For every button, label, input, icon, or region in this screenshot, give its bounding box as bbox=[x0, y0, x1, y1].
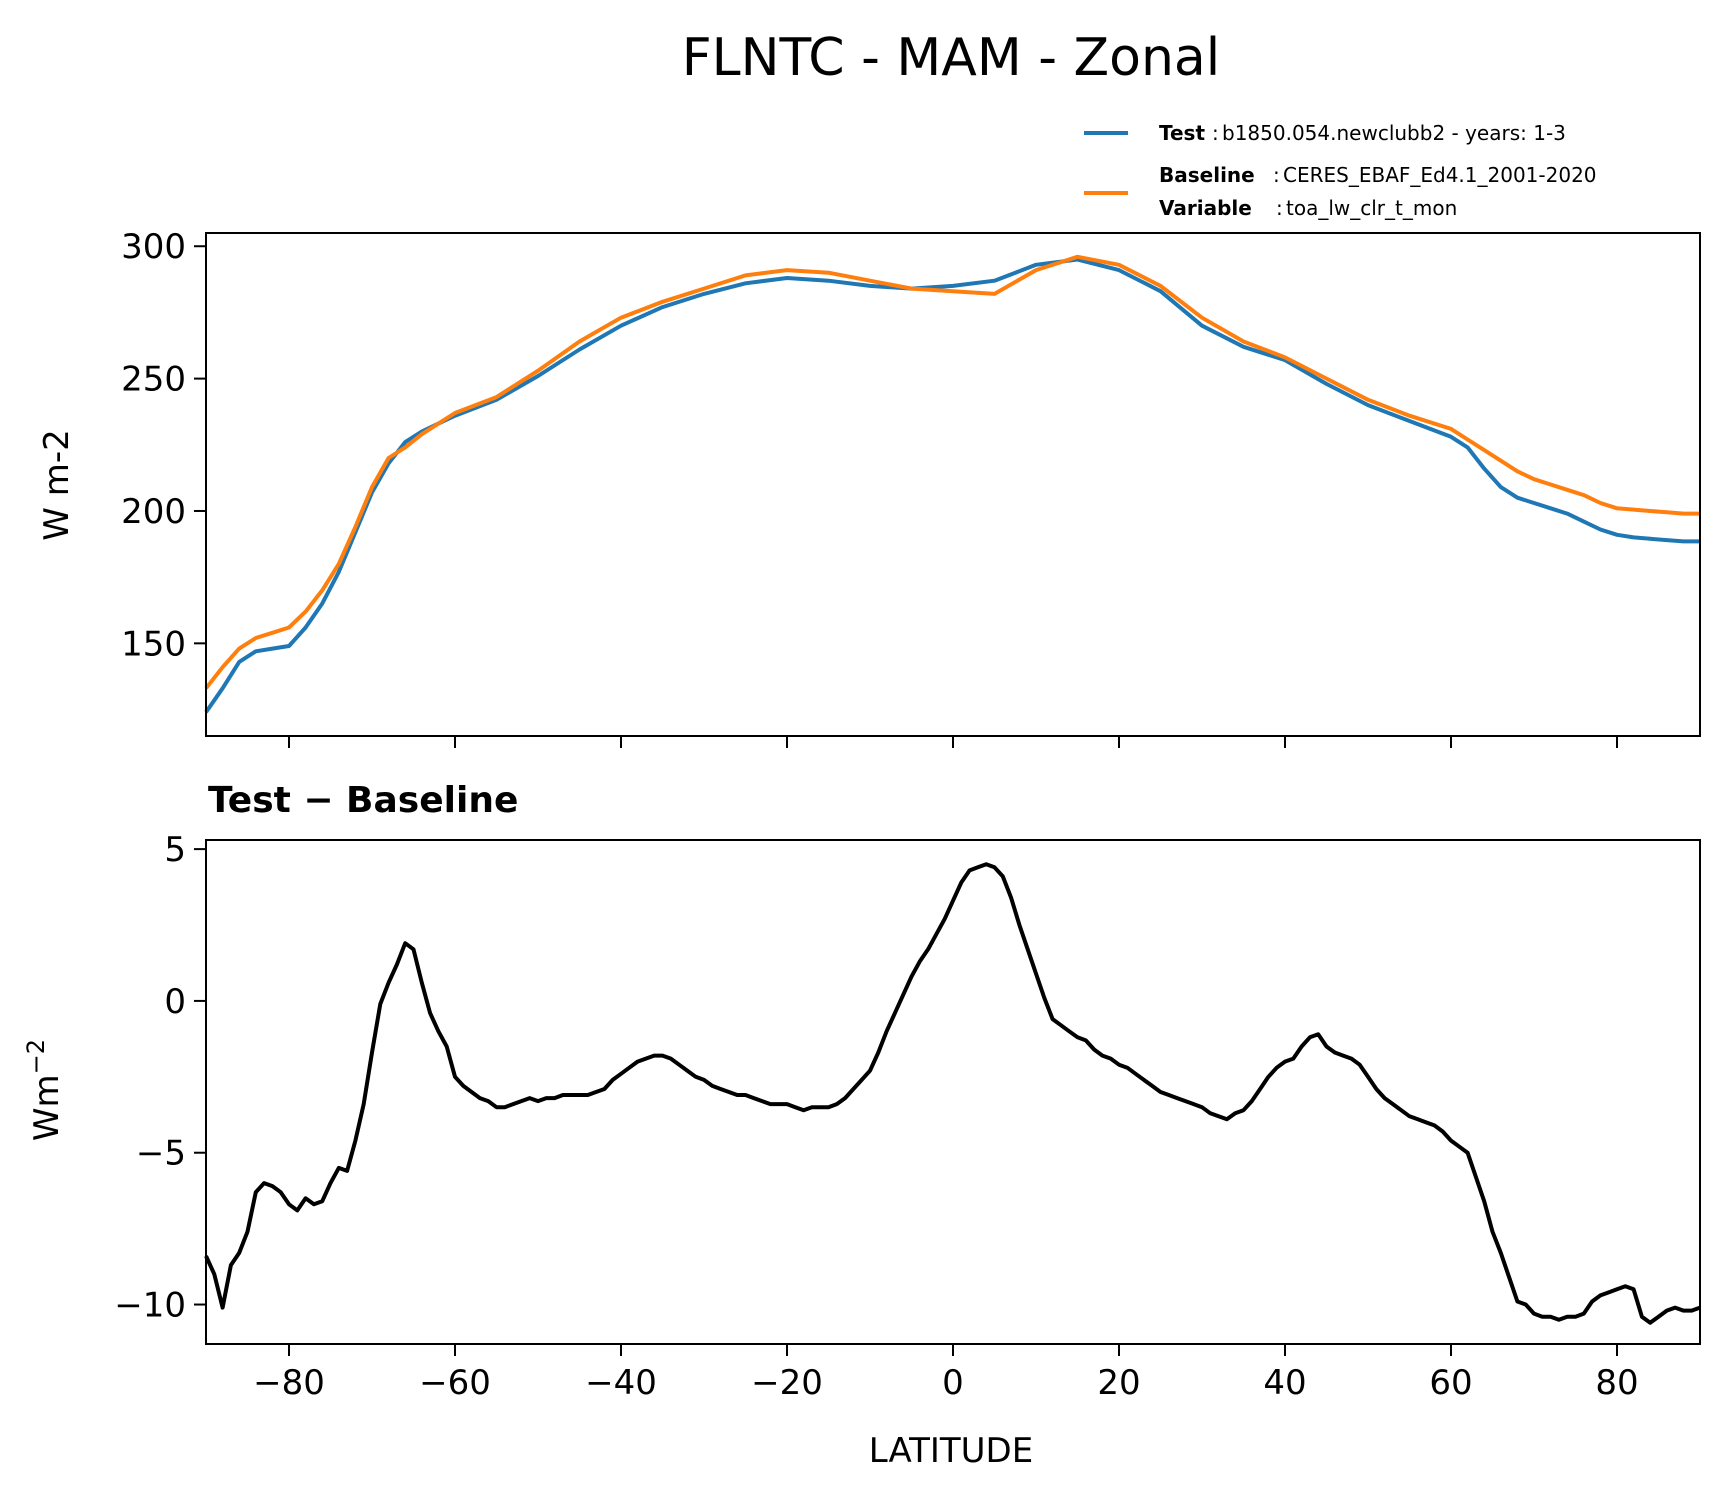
top-y-ticks: 150 200 250 300 bbox=[121, 227, 206, 664]
top-y-axis-label: W m-2 bbox=[37, 429, 77, 540]
x-tick-label: 80 bbox=[1595, 1363, 1638, 1403]
legend: Test : b1850.054.newclubb2 - years: 1-3 … bbox=[1084, 121, 1597, 220]
bottom-panel-title: Test − Baseline bbox=[208, 780, 518, 821]
legend-baseline-sep: : bbox=[1273, 163, 1280, 187]
x-tick-label: −20 bbox=[751, 1363, 823, 1403]
y-tick-label: 250 bbox=[121, 360, 186, 400]
top-x-ticks bbox=[288, 736, 1618, 748]
series-line-baseline bbox=[204, 254, 1700, 690]
bottom-y-axis-label-sup: −2 bbox=[22, 1039, 50, 1074]
y-tick-label: −5 bbox=[136, 1134, 186, 1174]
legend-test-label: Test bbox=[1159, 121, 1205, 145]
bottom-panel: Test − Baseline 5 0 −5 −10 −80 −60 −40 −20 0 20 4… bbox=[22, 780, 1701, 1471]
x-tick-label: −40 bbox=[585, 1363, 657, 1403]
legend-baseline-label: Baseline bbox=[1159, 163, 1255, 187]
x-tick-label: −60 bbox=[419, 1363, 491, 1403]
difference-line bbox=[204, 862, 1701, 1325]
legend-variable-sep: : bbox=[1276, 196, 1283, 220]
bottom-y-axis-label-base: Wm bbox=[27, 1074, 67, 1141]
y-tick-label: 300 bbox=[121, 227, 186, 267]
legend-baseline-text: CERES_EBAF_Ed4.1_2001-2020 bbox=[1283, 163, 1597, 187]
x-tick-label: 20 bbox=[1097, 1363, 1140, 1403]
series-line-test bbox=[204, 257, 1700, 714]
x-tick-label: 40 bbox=[1263, 1363, 1306, 1403]
legend-test-text: b1850.054.newclubb2 - years: 1-3 bbox=[1222, 121, 1566, 145]
bottom-y-axis-label: Wm−2 bbox=[22, 1039, 67, 1141]
legend-variable-label: Variable bbox=[1159, 196, 1252, 220]
bottom-plot-frame bbox=[205, 839, 1701, 1345]
top-series-lines bbox=[204, 254, 1700, 714]
top-panel: 150 200 250 300 W m-2 bbox=[37, 227, 1701, 748]
bottom-y-ticks: 5 0 −5 −10 bbox=[114, 830, 206, 1326]
y-tick-label: 150 bbox=[121, 624, 186, 664]
x-tick-label: 60 bbox=[1429, 1363, 1472, 1403]
y-tick-label: 0 bbox=[164, 982, 186, 1022]
x-axis-label: LATITUDE bbox=[869, 1431, 1033, 1471]
y-tick-label: 5 bbox=[164, 830, 186, 870]
legend-variable-text: toa_lw_clr_t_mon bbox=[1286, 196, 1457, 220]
bottom-x-ticks: −80 −60 −40 −20 0 20 40 60 80 bbox=[253, 1344, 1639, 1403]
x-tick-label: 0 bbox=[942, 1363, 964, 1403]
top-plot-frame bbox=[205, 232, 1701, 737]
x-tick-label: −80 bbox=[253, 1363, 325, 1403]
figure-title: FLNTC - MAM - Zonal bbox=[682, 28, 1220, 88]
y-tick-label: −10 bbox=[114, 1286, 186, 1326]
y-tick-label: 200 bbox=[121, 492, 186, 532]
bottom-series-lines bbox=[204, 862, 1701, 1325]
legend-test-sep: : bbox=[1212, 121, 1219, 145]
